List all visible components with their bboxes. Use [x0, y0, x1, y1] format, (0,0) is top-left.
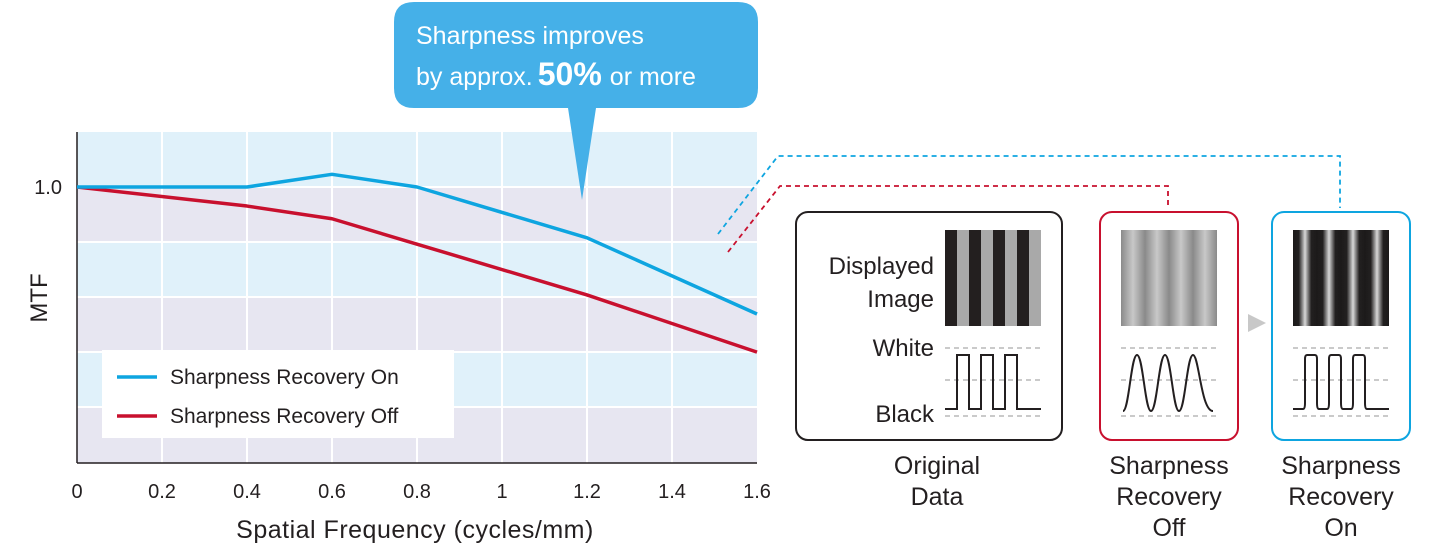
- callout-line-2: by approx. 50% or more: [416, 56, 696, 92]
- x-tick-label: 1.2: [573, 481, 601, 503]
- connector-on: [717, 155, 1341, 235]
- callout-bubble: Sharpness improves by approx. 50% or more: [394, 2, 758, 200]
- displayed-label-2: Image: [867, 286, 934, 313]
- callout-line-1: Sharpness improves: [416, 22, 644, 50]
- legend-label-off: Sharpness Recovery Off: [170, 405, 399, 428]
- x-tick-labels: 0 0.2 0.4 0.6 0.8 1 1.2 1.4 1.6: [71, 481, 770, 503]
- displayed-label-1: Displayed: [829, 253, 934, 280]
- callout-prefix: by approx.: [416, 63, 533, 91]
- x-tick-label: 0: [71, 481, 82, 503]
- on-caption-1: Sharpness: [1281, 452, 1401, 480]
- connector-lines: [717, 155, 1341, 253]
- off-caption-2: Recovery: [1116, 483, 1222, 511]
- on-caption-2: Recovery: [1288, 483, 1394, 511]
- original-caption-1: Original: [894, 452, 980, 480]
- x-tick-label: 1: [496, 481, 507, 503]
- on-sharpened-image: [1293, 230, 1389, 326]
- original-square-wave: [945, 354, 1041, 410]
- callout-value: 50%: [538, 56, 602, 92]
- x-tick-label: 0.2: [148, 481, 176, 503]
- black-label: Black: [875, 401, 935, 428]
- x-tick-label: 0.6: [318, 481, 346, 503]
- off-caption-1: Sharpness: [1109, 452, 1229, 480]
- original-caption-2: Data: [911, 483, 964, 511]
- y-tick-labels: 1.0: [34, 177, 62, 199]
- white-label: White: [873, 335, 934, 362]
- arrow-right-icon: [1248, 314, 1266, 332]
- off-caption-3: Off: [1153, 514, 1186, 542]
- on-caption-3: On: [1324, 514, 1357, 542]
- y-tick-label: 1.0: [34, 177, 62, 199]
- recovery-off-panel: [1099, 211, 1239, 441]
- on-square-wave: [1293, 354, 1389, 410]
- series-line-recovery-on: [77, 172, 758, 316]
- series-line-recovery-off: [76, 185, 758, 354]
- original-data-panel: Displayed Image White Black: [795, 211, 1063, 441]
- recovery-on-panel: [1271, 211, 1411, 441]
- x-tick-label: 1.4: [658, 481, 686, 503]
- legend: Sharpness Recovery On Sharpness Recovery…: [102, 350, 454, 438]
- x-tick-label: 0.8: [403, 481, 431, 503]
- off-guides: [1121, 347, 1217, 417]
- series-group: [76, 172, 758, 354]
- x-tick-label: 1.6: [743, 481, 771, 503]
- callout-suffix: or more: [610, 63, 696, 91]
- off-sine-wave: [1122, 353, 1214, 413]
- x-axis-title: Spatial Frequency (cycles/mm): [236, 516, 594, 544]
- y-axis-title: MTF: [26, 273, 53, 322]
- off-blurred-image: [1121, 230, 1217, 326]
- legend-label-on: Sharpness Recovery On: [170, 366, 399, 389]
- original-stripe-image: [945, 230, 1041, 326]
- x-tick-label: 0.4: [233, 481, 261, 503]
